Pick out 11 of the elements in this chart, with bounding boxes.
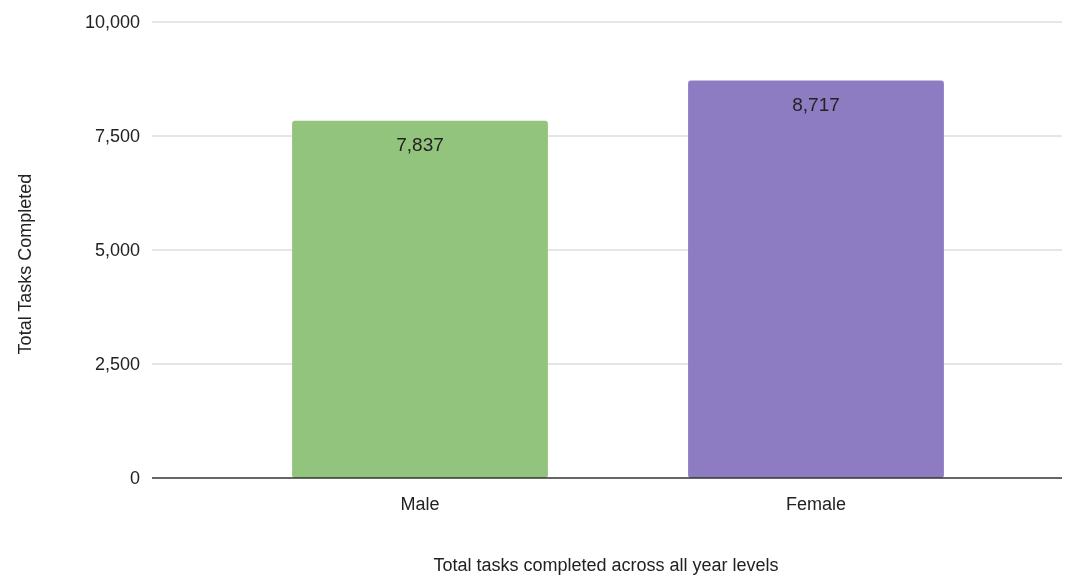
y-tick-label: 0	[129, 468, 140, 489]
y-tick-label: 5,000	[94, 240, 140, 261]
x-axis-title: Total tasks completed across all year levels	[433, 555, 779, 575]
x-tick-label: Male	[400, 494, 440, 514]
x-tick-label: Female	[785, 494, 847, 514]
data-label: 8,717	[792, 93, 840, 115]
y-tick-label: 10,000	[84, 12, 140, 33]
data-label: 7,837	[396, 133, 444, 155]
y-axis-title: Total Tasks Completed	[15, 173, 35, 355]
y-tick-label: 2,500	[94, 354, 140, 375]
y-tick-label: 7,500	[94, 126, 140, 147]
